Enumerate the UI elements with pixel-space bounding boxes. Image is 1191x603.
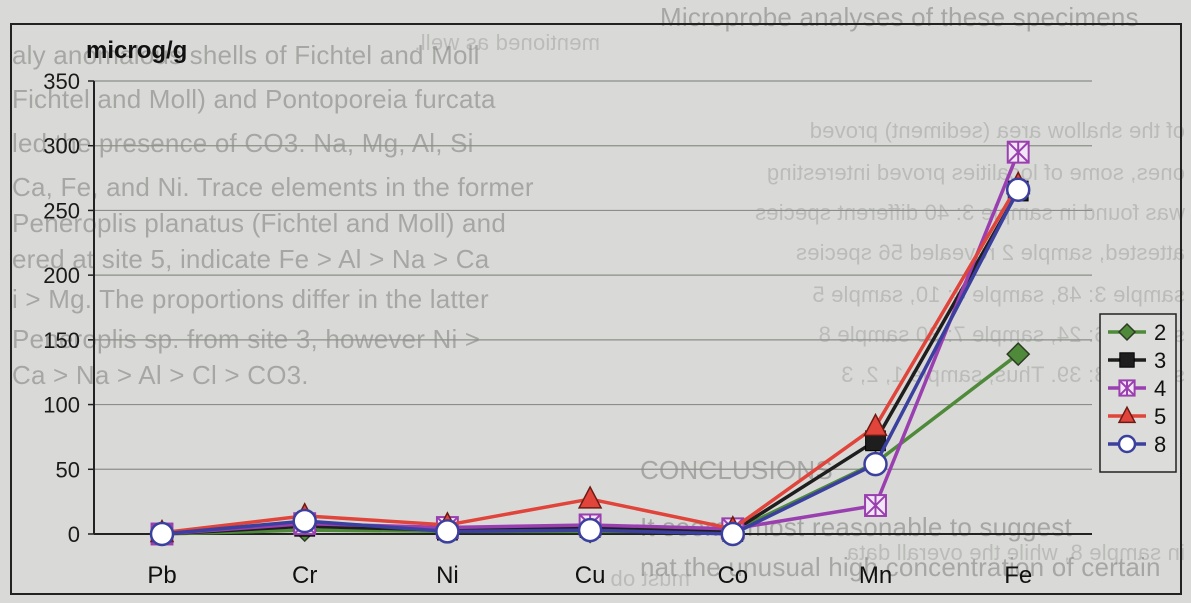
background-text-line: Ca > Na > Al > Cl > CO3.	[12, 360, 309, 390]
y-axis-label: microg/g	[86, 37, 187, 64]
background-text-line: led the presence of CO3. Na, Mg, Al, Si	[12, 128, 474, 158]
data-point	[435, 519, 460, 544]
legend-item: 2	[1108, 320, 1166, 345]
background-text-line: aly anomalous shells of Fichtel and Moll	[12, 40, 480, 70]
data-point	[577, 517, 603, 543]
series-line	[161, 183, 1020, 535]
legend-label: 5	[1154, 404, 1166, 429]
background-text-line: ered at site 5, indicate Fe > Al > Na > …	[12, 244, 490, 274]
legend-item: 3	[1108, 348, 1166, 373]
data-point	[292, 508, 317, 534]
y-tick-labels: 0 50 100 150 200 250 300 350	[43, 69, 94, 547]
series-5	[149, 170, 1031, 543]
y-tick-label: 0	[68, 522, 80, 547]
data-point	[863, 412, 888, 437]
x-tick-label: Fe	[1004, 562, 1032, 589]
background-text-line: nat the unusual high concentration of ce…	[640, 552, 1161, 582]
background-text-line: Microprobe analyses of these specimens	[660, 2, 1139, 32]
y-tick-label: 250	[43, 198, 80, 223]
legend-item: 4	[1108, 376, 1166, 401]
x-tick-label: Cu	[575, 562, 606, 589]
x-tick-label: Co	[717, 562, 748, 589]
data-point	[1005, 177, 1031, 202]
data-point	[1006, 140, 1030, 164]
y-tick-label: 300	[43, 134, 80, 159]
series-lines	[149, 140, 1031, 547]
legend-label: 3	[1154, 348, 1166, 373]
legend-label: 4	[1154, 376, 1166, 401]
series-4	[150, 140, 1030, 546]
x-tick-labels: Pb Cr Ni Cu Co Mn Fe	[147, 562, 1032, 589]
x-tick-label: Pb	[147, 562, 176, 589]
y-tick-label: 200	[43, 263, 80, 288]
legend-item: 8	[1108, 432, 1166, 457]
data-point	[1006, 342, 1031, 367]
background-text-line: Ca, Fe, and Ni. Trace elements in the fo…	[12, 172, 534, 202]
legend-item: 5	[1108, 404, 1166, 429]
data-point	[1119, 352, 1135, 368]
data-point	[864, 494, 887, 517]
data-point	[1117, 322, 1137, 342]
data-point	[149, 521, 175, 547]
series-line	[161, 151, 1020, 536]
y-tick-label: 50	[56, 457, 80, 482]
background-text-line: i > Mg. The proportions differ in the la…	[12, 284, 489, 314]
data-point	[1117, 434, 1137, 454]
data-point	[1117, 405, 1137, 424]
background-text-line: Fichtel and Moll) and Pontoporeia furcat…	[12, 84, 496, 114]
data-point	[1118, 379, 1136, 397]
legend-label: 2	[1154, 320, 1166, 345]
y-tick-label: 150	[43, 328, 80, 353]
chart-frame	[10, 23, 1182, 595]
series-8	[149, 177, 1031, 547]
gridlines	[94, 80, 1092, 470]
x-tick-label: Cr	[292, 562, 317, 589]
data-point	[577, 485, 603, 509]
legend: 2 3 4 5 8	[1099, 313, 1177, 473]
x-tick-label: Ni	[436, 562, 459, 589]
series-line	[161, 188, 1020, 536]
data-point	[863, 451, 888, 477]
data-point	[720, 521, 746, 547]
x-tick-label: Mn	[859, 562, 892, 589]
y-tick-label: 350	[43, 69, 80, 94]
background-text-line: Peneroplis sp. from site 3, however Ni >	[12, 324, 481, 354]
y-tick-label: 100	[43, 393, 80, 418]
series-line	[161, 190, 1020, 536]
legend-label: 8	[1154, 432, 1166, 457]
